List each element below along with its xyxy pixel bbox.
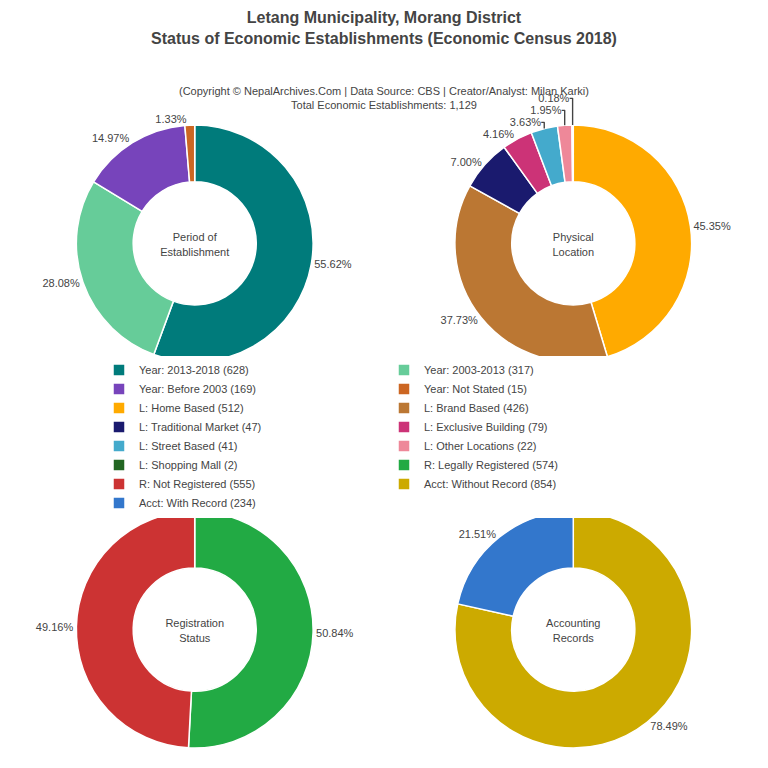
svg-text:7.00%: 7.00% bbox=[450, 156, 481, 168]
svg-text:Period ofEstablishment: Period ofEstablishment bbox=[160, 231, 229, 257]
svg-text:Year: Not Stated (15): Year: Not Stated (15) bbox=[424, 383, 527, 395]
svg-text:R: Legally Registered (574): R: Legally Registered (574) bbox=[424, 459, 558, 471]
svg-text:4.16%: 4.16% bbox=[483, 128, 514, 140]
svg-text:Year: Before 2003 (169): Year: Before 2003 (169) bbox=[139, 383, 256, 395]
svg-text:Year: 2013-2018 (628): Year: 2013-2018 (628) bbox=[139, 364, 249, 376]
svg-text:(Copyright © NepalArchives.Com: (Copyright © NepalArchives.Com | Data So… bbox=[179, 85, 589, 111]
svg-text:L: Street Based (41): L: Street Based (41) bbox=[139, 440, 237, 452]
svg-text:PhysicalLocation: PhysicalLocation bbox=[552, 231, 594, 257]
svg-text:14.97%: 14.97% bbox=[92, 132, 130, 144]
svg-text:L: Brand Based (426): L: Brand Based (426) bbox=[424, 402, 529, 414]
svg-text:55.62%: 55.62% bbox=[314, 258, 352, 270]
svg-text:1.95%: 1.95% bbox=[530, 104, 561, 116]
svg-text:Year: 2003-2013 (317): Year: 2003-2013 (317) bbox=[424, 364, 534, 376]
svg-text:L: Shopping Mall (2): L: Shopping Mall (2) bbox=[139, 459, 237, 471]
svg-text:L: Exclusive Building (79): L: Exclusive Building (79) bbox=[424, 421, 548, 433]
svg-text:28.08%: 28.08% bbox=[42, 277, 80, 289]
svg-text:L: Other Locations (22): L: Other Locations (22) bbox=[424, 440, 537, 452]
svg-text:R: Not Registered (555): R: Not Registered (555) bbox=[139, 478, 255, 490]
svg-text:Acct: With Record (234): Acct: With Record (234) bbox=[139, 497, 256, 509]
svg-text:3.63%: 3.63% bbox=[510, 116, 541, 128]
svg-text:49.16%: 49.16% bbox=[36, 621, 74, 633]
svg-text:Acct: Without Record (854): Acct: Without Record (854) bbox=[424, 478, 556, 490]
svg-text:L: Home Based (512): L: Home Based (512) bbox=[139, 402, 244, 414]
svg-text:78.49%: 78.49% bbox=[650, 720, 688, 732]
svg-text:21.51%: 21.51% bbox=[459, 528, 497, 540]
svg-text:AccountingRecords: AccountingRecords bbox=[546, 617, 600, 643]
svg-text:50.84%: 50.84% bbox=[316, 627, 354, 639]
svg-text:1.33%: 1.33% bbox=[155, 113, 186, 125]
svg-text:RegistrationStatus: RegistrationStatus bbox=[165, 617, 224, 643]
svg-text:45.35%: 45.35% bbox=[693, 220, 731, 232]
svg-text:L: Traditional Market (47): L: Traditional Market (47) bbox=[139, 421, 261, 433]
svg-text:37.73%: 37.73% bbox=[441, 314, 479, 326]
svg-text:Letang Municipality, Morang Di: Letang Municipality, Morang DistrictStat… bbox=[151, 9, 617, 47]
svg-text:0.18%: 0.18% bbox=[538, 92, 569, 104]
